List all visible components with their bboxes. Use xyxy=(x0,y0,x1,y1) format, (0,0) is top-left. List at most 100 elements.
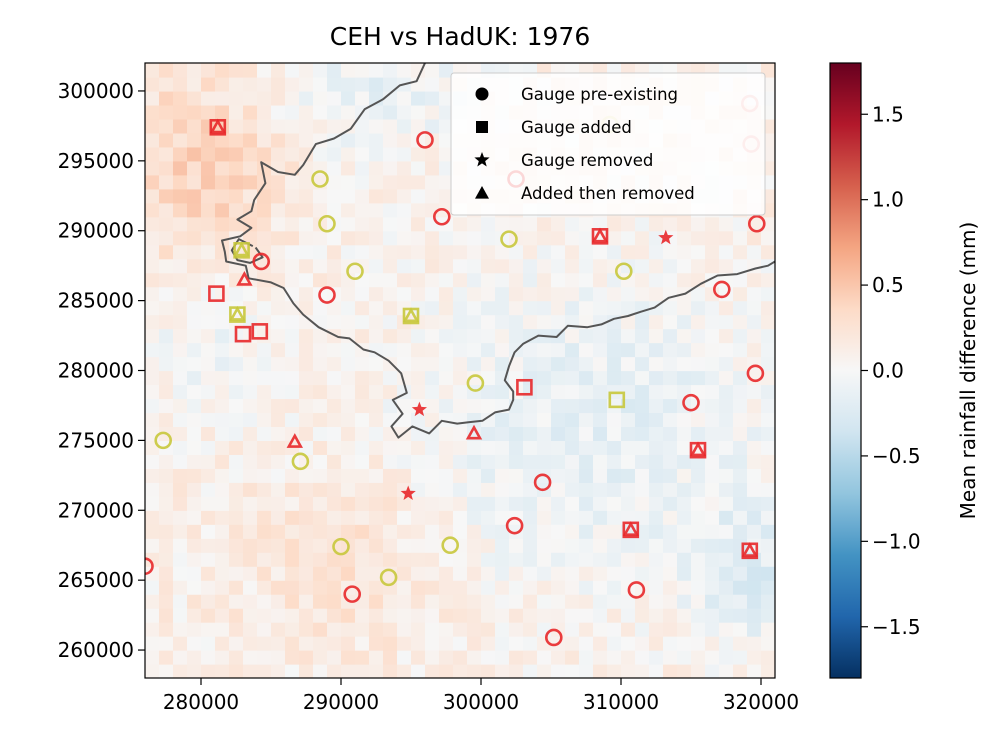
heatmap-cell xyxy=(579,356,594,372)
heatmap-cell xyxy=(313,664,328,678)
heatmap-cell xyxy=(425,566,440,581)
heatmap-cell xyxy=(565,370,580,386)
heatmap-cell xyxy=(467,622,482,637)
heatmap-cell xyxy=(719,300,734,316)
heatmap-cell xyxy=(299,566,314,581)
heatmap-cell xyxy=(719,524,734,539)
heatmap-cell xyxy=(607,636,622,651)
heatmap-cell xyxy=(691,328,706,344)
heatmap-cell xyxy=(159,63,174,78)
heatmap-cell xyxy=(453,510,468,525)
heatmap-cell xyxy=(663,566,678,581)
heatmap-cell xyxy=(173,496,188,511)
heatmap-cell xyxy=(467,440,482,455)
heatmap-cell xyxy=(173,482,188,497)
heatmap-cell xyxy=(355,132,370,148)
heatmap-cell xyxy=(215,622,230,637)
heatmap-cell xyxy=(173,230,188,246)
heatmap-cell xyxy=(467,636,482,651)
heatmap-cell xyxy=(411,664,426,678)
heatmap-cell xyxy=(271,412,286,428)
heatmap-cell xyxy=(439,482,454,497)
heatmap-cell xyxy=(705,412,720,428)
legend-label: Added then removed xyxy=(521,184,695,203)
heatmap-cell xyxy=(495,244,510,260)
heatmap-cell xyxy=(187,258,202,274)
heatmap-cell xyxy=(257,286,272,302)
heatmap-cell xyxy=(145,342,160,358)
heatmap-cell xyxy=(229,650,244,665)
heatmap-cell xyxy=(747,440,762,455)
heatmap-cell xyxy=(201,412,216,428)
heatmap-cell xyxy=(551,594,566,609)
heatmap-cell xyxy=(355,650,370,665)
heatmap-cell xyxy=(635,356,650,372)
heatmap-cell xyxy=(383,146,398,162)
heatmap-cell xyxy=(327,580,342,595)
heatmap-cell xyxy=(257,468,272,483)
heatmap-cell xyxy=(299,216,314,232)
heatmap-cell xyxy=(327,622,342,637)
heatmap-cell xyxy=(299,454,314,469)
heatmap-cell xyxy=(173,300,188,316)
heatmap-cell xyxy=(761,538,775,553)
heatmap-cell xyxy=(355,552,370,567)
heatmap-cell xyxy=(173,118,188,134)
heatmap-cell xyxy=(691,370,706,386)
heatmap-cell xyxy=(691,384,706,400)
heatmap-cell xyxy=(369,664,384,678)
heatmap-cell xyxy=(579,384,594,400)
heatmap-cell xyxy=(593,328,608,344)
heatmap-cell xyxy=(593,216,608,232)
heatmap-cell xyxy=(607,454,622,469)
heatmap-cell xyxy=(397,440,412,455)
gauge-circle xyxy=(346,262,364,281)
heatmap-cell xyxy=(719,258,734,274)
heatmap-cell xyxy=(551,384,566,400)
heatmap-cell xyxy=(201,454,216,469)
heatmap-cell xyxy=(285,132,300,148)
heatmap-cell xyxy=(523,594,538,609)
heatmap-cell xyxy=(691,608,706,623)
heatmap-cell xyxy=(327,244,342,260)
heatmap-cell xyxy=(313,202,328,218)
heatmap-cell xyxy=(495,342,510,358)
heatmap-cell xyxy=(565,510,580,525)
heatmap-cell xyxy=(341,664,356,678)
heatmap-cell xyxy=(579,482,594,497)
heatmap-cell xyxy=(257,202,272,218)
heatmap-cell xyxy=(425,90,440,106)
heatmap-cell xyxy=(215,272,230,288)
heatmap-cell xyxy=(355,90,370,106)
heatmap-cell xyxy=(719,398,734,414)
heatmap-cell xyxy=(187,104,202,120)
heatmap-cell xyxy=(663,608,678,623)
heatmap-cell xyxy=(649,636,664,651)
gauge-circle xyxy=(145,557,154,575)
heatmap-cell xyxy=(649,356,664,372)
heatmap-cell xyxy=(327,636,342,651)
heatmap-cell xyxy=(397,63,412,78)
heatmap-cell xyxy=(271,230,286,246)
heatmap-cell xyxy=(355,412,370,428)
heatmap-cell xyxy=(439,468,454,483)
heatmap-cell xyxy=(187,314,202,330)
heatmap-cell xyxy=(607,370,622,386)
heatmap-cell xyxy=(621,286,636,302)
heatmap-cell xyxy=(691,230,706,246)
heatmap-cell xyxy=(173,594,188,609)
heatmap-cell xyxy=(747,314,762,330)
heatmap-cell xyxy=(481,580,496,595)
heatmap-cell xyxy=(537,314,552,330)
heatmap-cell xyxy=(243,63,258,78)
heatmap-cell xyxy=(663,426,678,441)
heatmap-cell xyxy=(243,608,258,623)
heatmap-cell xyxy=(327,398,342,414)
heatmap-cell xyxy=(607,496,622,511)
heatmap-cell xyxy=(719,454,734,469)
heatmap-cell xyxy=(593,552,608,567)
heatmap-cell xyxy=(551,608,566,623)
heatmap-cell xyxy=(313,482,328,497)
heatmap-cell xyxy=(173,314,188,330)
heatmap-cell xyxy=(593,580,608,595)
